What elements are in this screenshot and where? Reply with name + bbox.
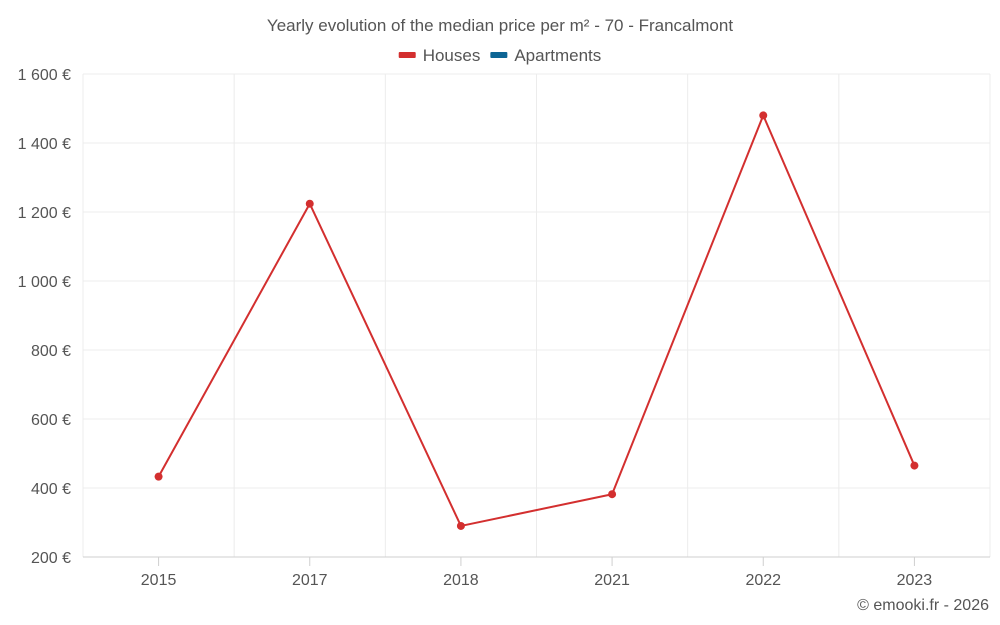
y-tick-label: 200 € [31,550,71,567]
y-tick-label: 600 € [31,412,71,429]
legend: Houses Apartments [398,46,601,65]
legend-label: Houses [423,46,481,65]
y-tick-label: 1 000 € [18,274,71,291]
data-point[interactable] [910,461,919,470]
legend-label: Apartments [514,46,601,65]
chart-credit: © emooki.fr - 2026 [857,597,989,614]
series-layer [154,111,919,530]
y-tick-label: 400 € [31,481,71,498]
legend-item-apartments[interactable]: Apartments [490,46,601,65]
data-point[interactable] [305,199,314,208]
legend-item-houses[interactable]: Houses [398,46,481,65]
data-point[interactable] [154,472,163,481]
legend-swatch [490,52,508,58]
chart-title: Yearly evolution of the median price per… [267,16,733,35]
y-tick-label: 1 400 € [18,136,71,153]
series-line-houses [157,114,916,527]
gridlines [82,73,991,557]
y-tick-label: 1 600 € [18,67,71,84]
x-tick-label: 2021 [594,572,630,589]
axes: 200 € 400 € 600 € 800 € 1 000 € 1 200 € 1 400 … [18,67,990,589]
data-point[interactable] [759,111,768,120]
y-tick-label: 800 € [31,343,71,360]
data-point[interactable] [456,521,465,530]
x-tick-label: 2023 [897,572,933,589]
x-tick-label: 2015 [141,572,177,589]
data-point[interactable] [608,490,617,499]
legend-swatch [398,52,416,58]
x-tick-label: 2017 [292,572,328,589]
y-tick-label: 1 200 € [18,205,71,222]
x-tick-label: 2022 [745,572,781,589]
x-tick-label: 2018 [443,572,479,589]
